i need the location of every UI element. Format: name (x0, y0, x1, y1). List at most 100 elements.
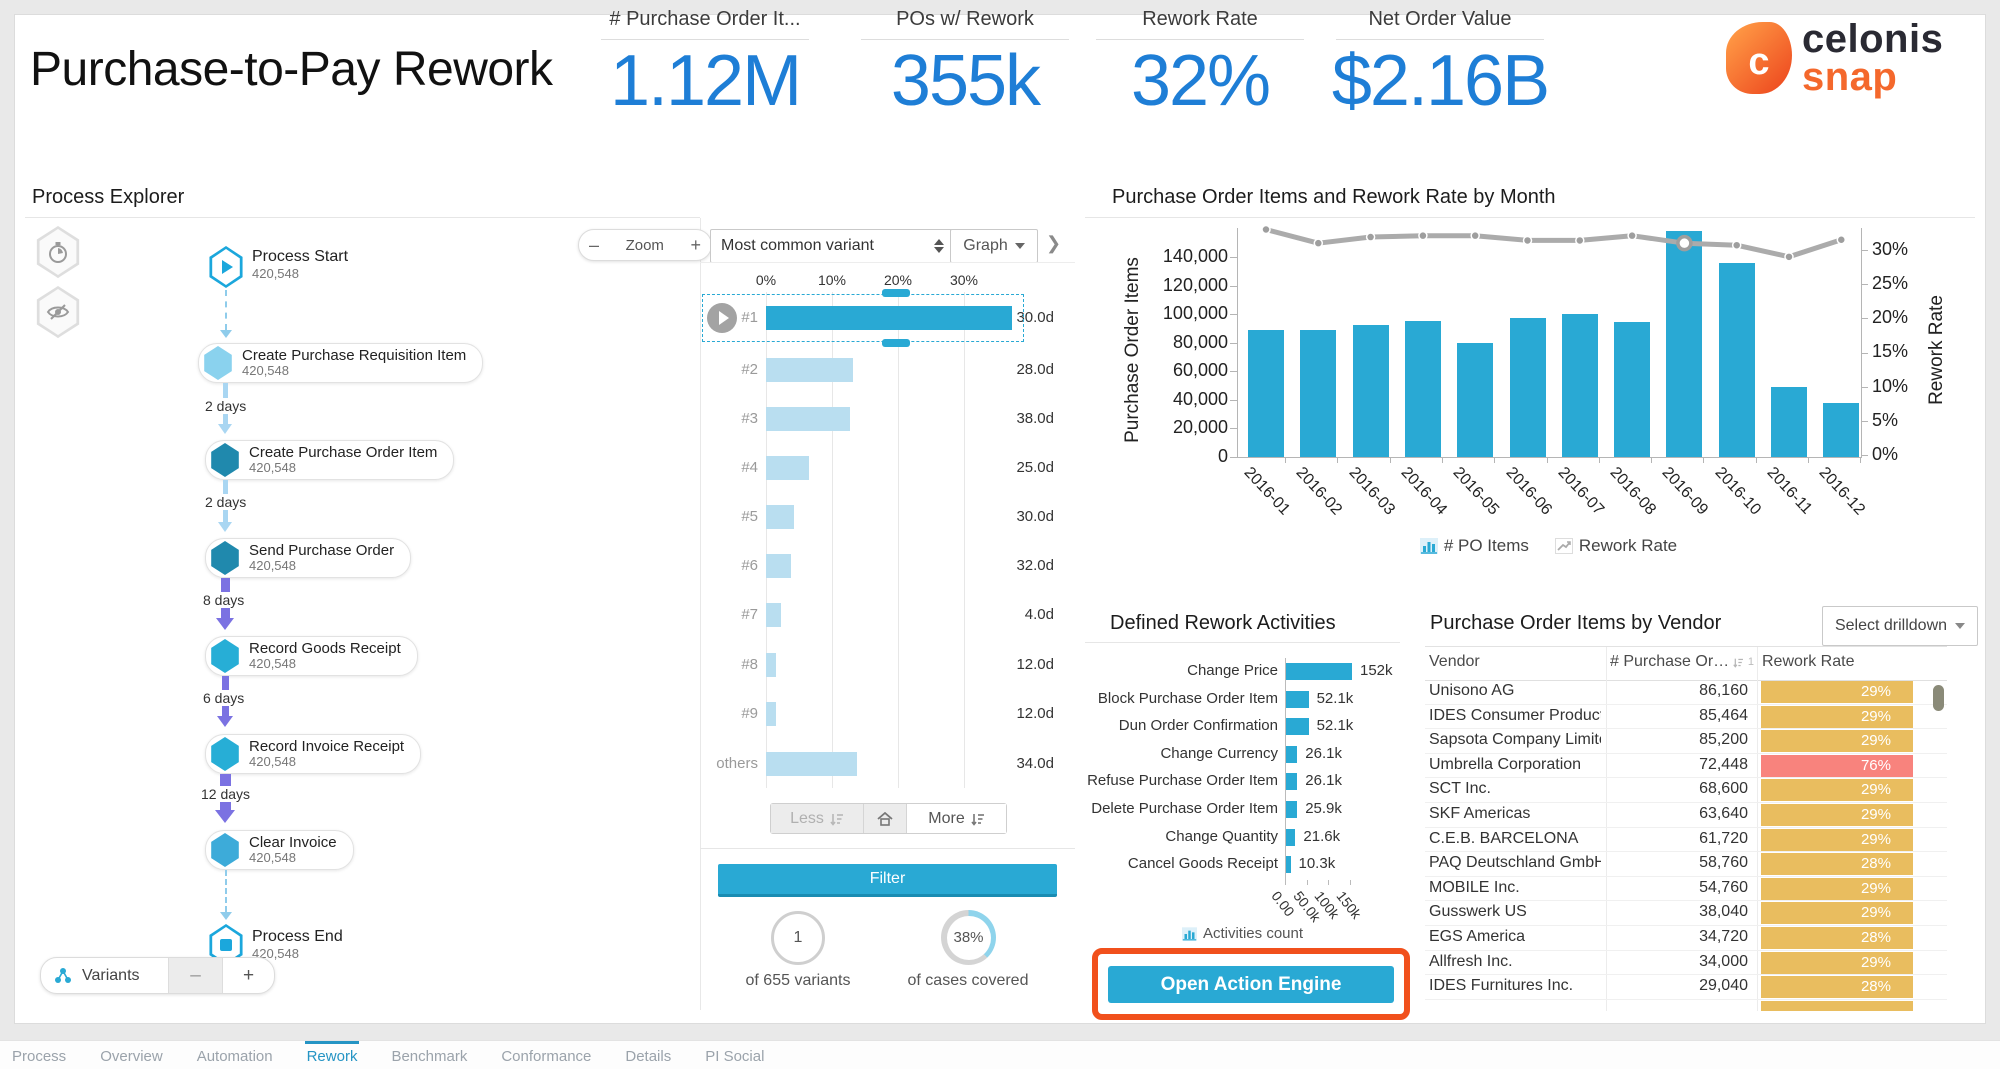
line-point-2016-05[interactable] (1470, 230, 1480, 241)
table-row[interactable]: Sapsota Company Limited 85,200 29% (1425, 729, 1947, 754)
play-variant-button[interactable] (707, 303, 737, 333)
table-row[interactable]: SCT Inc. 68,600 29% (1425, 778, 1947, 803)
activity-bar[interactable] (1286, 746, 1298, 763)
line-point-2016-06[interactable] (1522, 235, 1533, 246)
line-point-2016-03[interactable] (1365, 232, 1376, 242)
tab-pi-social[interactable]: PI Social (705, 1048, 765, 1065)
table-row[interactable]: Allfresh Inc. 34,000 29% (1425, 951, 1947, 976)
tab-details[interactable]: Details (625, 1048, 672, 1065)
more-variants-button[interactable]: More (907, 804, 1006, 833)
variant-bar[interactable] (766, 554, 792, 578)
tab-automation[interactable]: Automation (196, 1048, 273, 1065)
table-row[interactable]: MOBILE Inc. 54,760 29% (1425, 877, 1947, 902)
activity-node-record-invoice-receipt[interactable]: Record Invoice Receipt 420,548 (205, 734, 422, 774)
graph-dropdown-button[interactable]: Graph (950, 229, 1038, 263)
activity-bar[interactable] (1286, 856, 1291, 873)
variant-selector-dropdown[interactable]: Most common variant (710, 229, 953, 263)
variant-bar[interactable] (766, 407, 850, 431)
filter-button[interactable]: Filter (718, 864, 1057, 897)
less-variants-button[interactable]: Less (771, 804, 863, 833)
month-bar-2016-09[interactable] (1666, 231, 1703, 457)
month-bar-2016-02[interactable] (1300, 329, 1337, 457)
col-header-purchase-orders[interactable]: # Purchase Or… 1 (1610, 653, 1754, 671)
activity-node-clear-invoice[interactable]: Clear Invoice 420,548 (205, 830, 354, 870)
selection-handle-top[interactable] (882, 289, 910, 297)
activity-node-send-purchase-order[interactable]: Send Purchase Order 420,548 (205, 538, 412, 578)
variants-increase-button[interactable]: + (222, 958, 274, 993)
edge-duration: 12 days (198, 786, 254, 802)
col-header-rework-rate[interactable]: Rework Rate (1762, 653, 1855, 670)
variant-selection-box[interactable] (702, 294, 1024, 342)
table-row[interactable]: Gusswerk US 38,040 29% (1425, 901, 1947, 926)
activity-bar[interactable] (1286, 801, 1298, 818)
table-scrollbar-thumb[interactable] (1933, 685, 1944, 711)
activity-node-create-purchase-order-item[interactable]: Create Purchase Order Item 420,548 (205, 440, 455, 480)
table-row[interactable]: IDES Consumer Products 85,464 29% (1425, 705, 1947, 730)
zoom-out-button[interactable]: – (589, 234, 600, 255)
table-row[interactable]: EGS America 34,720 28% (1425, 926, 1947, 951)
activities-legend[interactable]: Activities count (1085, 925, 1400, 942)
activity-bar[interactable] (1286, 691, 1309, 708)
activity-bar[interactable] (1286, 773, 1298, 790)
month-bar-2016-03[interactable] (1352, 324, 1389, 457)
col-header-vendor[interactable]: Vendor (1429, 653, 1480, 670)
activity-bar[interactable] (1286, 663, 1352, 680)
reset-variants-button[interactable] (863, 804, 907, 833)
month-bar-2016-04[interactable] (1404, 320, 1441, 457)
variant-bar[interactable] (766, 505, 795, 529)
line-point-2016-02[interactable] (1313, 238, 1324, 248)
month-bar-2016-01[interactable] (1248, 329, 1284, 457)
variants-label-section[interactable]: Variants (41, 966, 168, 986)
line-point-2016-10[interactable] (1731, 240, 1742, 250)
line-point-2016-01[interactable] (1261, 224, 1271, 235)
activity-node-create-purchase-requisition-item[interactable]: Create Purchase Requisition Item 420,548 (198, 343, 484, 383)
table-row[interactable]: Unisono AG 86,160 29% (1425, 680, 1947, 705)
process-explorer-divider (25, 217, 700, 218)
line-point-2016-09[interactable] (1676, 234, 1693, 252)
select-drilldown-button[interactable]: Select drilldown (1822, 606, 1978, 646)
variant-bar[interactable] (766, 456, 809, 480)
rework-rate-cell: 29% (1761, 779, 1913, 802)
open-action-engine-button[interactable]: Open Action Engine (1108, 966, 1394, 1003)
line-point-2016-08[interactable] (1627, 230, 1637, 241)
collapse-panel-button[interactable]: ❯ (1046, 233, 1062, 253)
variant-bar[interactable] (766, 653, 776, 677)
table-row[interactable]: PAQ Deutschland GmbH 58,760 28% (1425, 852, 1947, 877)
po-count-cell: 34,720 (1699, 928, 1748, 945)
tab-benchmark[interactable]: Benchmark (391, 1048, 468, 1065)
activity-node-record-goods-receipt[interactable]: Record Goods Receipt 420,548 (205, 636, 418, 676)
process-explorer-title: Process Explorer (32, 186, 185, 208)
tab-conformance[interactable]: Conformance (501, 1048, 592, 1065)
variants-decrease-button[interactable]: – (168, 958, 223, 993)
table-row[interactable]: Umbrella Corporation 72,448 76% (1425, 754, 1947, 779)
month-bar-2016-08[interactable] (1614, 322, 1651, 457)
month-bar-2016-12[interactable] (1823, 402, 1860, 457)
month-bar-2016-10[interactable] (1718, 262, 1755, 457)
line-point-2016-11[interactable] (1784, 252, 1794, 262)
month-bar-2016-06[interactable] (1509, 317, 1546, 457)
line-point-2016-07[interactable] (1575, 235, 1585, 246)
tab-overview[interactable]: Overview (100, 1048, 163, 1065)
sort-icon (830, 813, 843, 826)
variant-bar[interactable] (766, 306, 1013, 330)
line-point-2016-04[interactable] (1418, 230, 1428, 241)
table-row[interactable]: IDES Furnitures Inc. 29,040 28% (1425, 975, 1947, 1000)
month-bar-2016-07[interactable] (1561, 314, 1598, 457)
month-bar-2016-11[interactable] (1771, 387, 1807, 457)
tab-rework[interactable]: Rework (304, 1041, 360, 1069)
variant-bar[interactable] (766, 752, 858, 776)
tab-process[interactable]: Process (12, 1048, 67, 1065)
table-row[interactable]: SKF Americas 63,640 29% (1425, 803, 1947, 828)
line-point-2016-12[interactable] (1836, 235, 1847, 245)
legend-po-items[interactable]: # PO Items (1419, 536, 1529, 556)
selection-handle-bottom[interactable] (882, 339, 910, 347)
table-row[interactable]: C.E.B. BARCELONA 61,720 29% (1425, 828, 1947, 853)
legend-rework-rate[interactable]: Rework Rate (1554, 536, 1677, 556)
variant-bar[interactable] (766, 603, 781, 627)
zoom-in-button[interactable]: + (690, 234, 701, 255)
month-bar-2016-05[interactable] (1457, 343, 1494, 457)
activity-bar[interactable] (1286, 718, 1309, 735)
variant-bar[interactable] (766, 702, 776, 726)
activity-bar[interactable] (1286, 829, 1296, 846)
variant-bar[interactable] (766, 358, 853, 382)
